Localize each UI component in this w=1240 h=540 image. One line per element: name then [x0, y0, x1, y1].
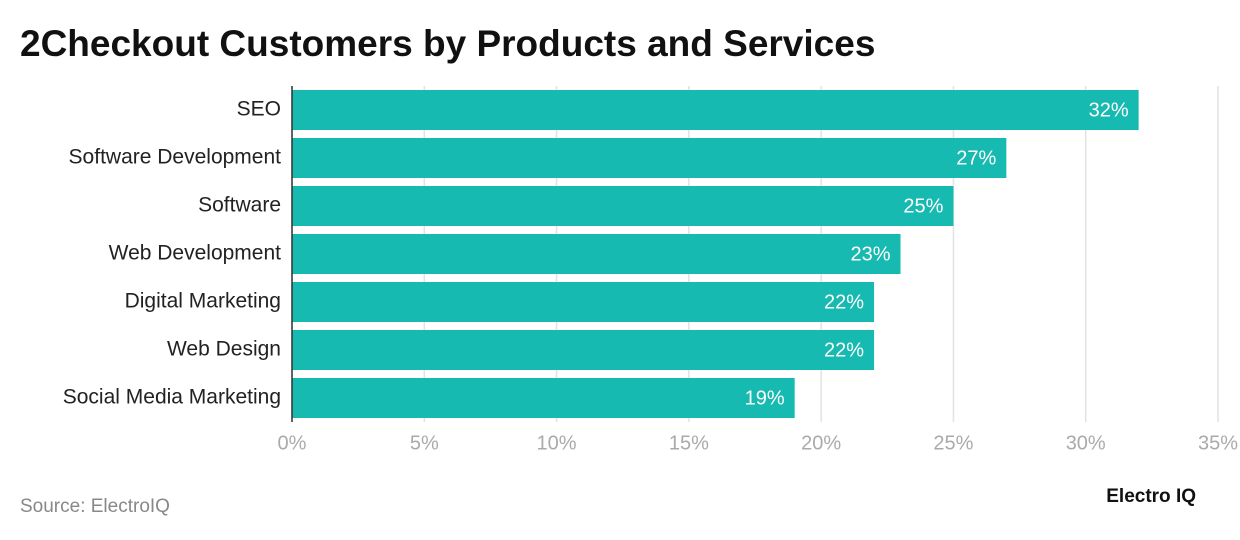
brand: Electro IQ: [1106, 486, 1196, 507]
source: Source: ElectroIQ: [20, 496, 170, 517]
y-tick-label: Software: [198, 194, 281, 217]
bar: [292, 138, 1007, 178]
x-tick-label: 25%: [933, 432, 973, 454]
x-tick-label: 20%: [801, 432, 841, 454]
x-tick-label: 5%: [410, 432, 439, 454]
bar: [292, 90, 1139, 130]
y-tick-label: Web Design: [167, 338, 281, 361]
y-tick-label: Software Development: [69, 146, 282, 169]
bar: [292, 186, 954, 226]
data-label: 32%: [1089, 99, 1129, 121]
x-tick-label: 10%: [537, 432, 577, 454]
x-tick-label: 0%: [278, 432, 307, 454]
bar: [292, 378, 795, 418]
data-label: 23%: [850, 243, 890, 265]
data-label: 27%: [956, 147, 996, 169]
x-tick-label: 30%: [1066, 432, 1106, 454]
y-tick-label: Web Development: [109, 242, 282, 265]
x-tick-label: 35%: [1198, 432, 1238, 454]
y-tick-label: Social Media Marketing: [63, 386, 281, 409]
bar: [292, 330, 875, 370]
bar: [292, 282, 875, 322]
data-label: 22%: [824, 339, 864, 361]
chart-title: 2Checkout Customers by Products and Serv…: [20, 23, 875, 64]
x-tick-label: 15%: [669, 432, 709, 454]
data-label: 25%: [903, 195, 943, 217]
bar: [292, 234, 901, 274]
data-label: 22%: [824, 291, 864, 313]
y-tick-label: Digital Marketing: [125, 290, 281, 313]
y-tick-label: SEO: [237, 98, 281, 121]
data-label: 19%: [745, 387, 785, 409]
